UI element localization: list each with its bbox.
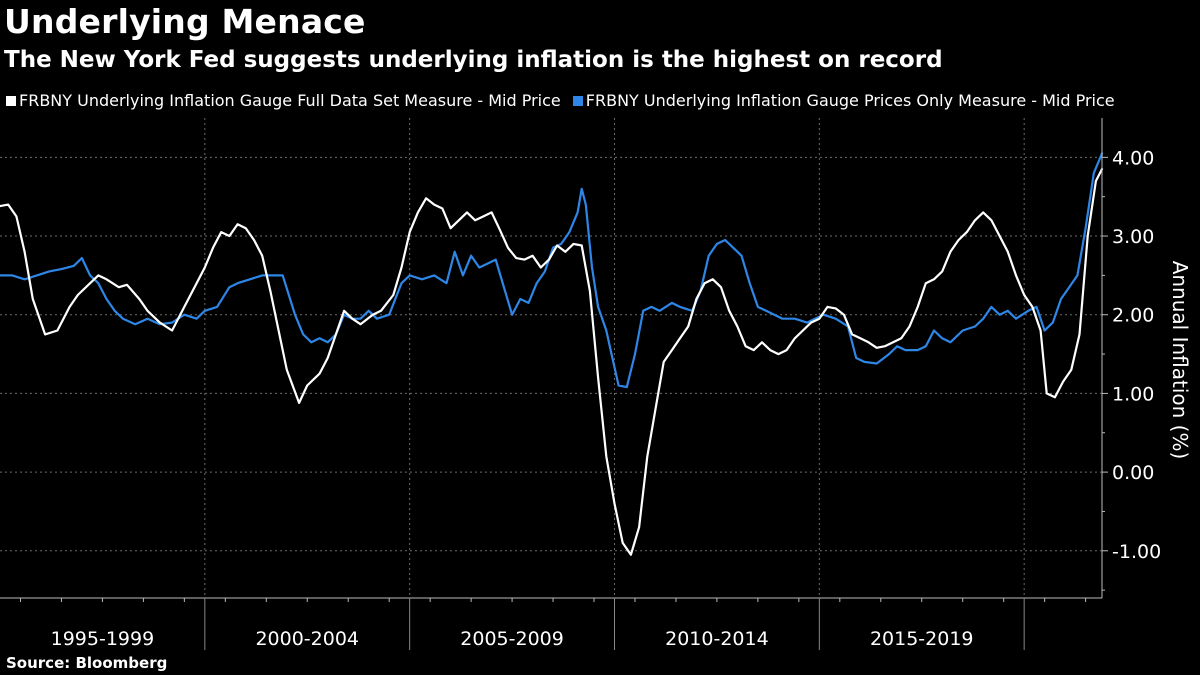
legend-label-prices-only: FRBNY Underlying Inflation Gauge Prices … — [585, 91, 1115, 110]
y-tick-label: 0.00 — [1112, 462, 1154, 484]
chart-subtitle: The New York Fed suggests underlying inf… — [4, 47, 943, 73]
legend-item-full-data-set: FRBNY Underlying Inflation Gauge Full Da… — [6, 91, 561, 111]
legend-item-prices-only: FRBNY Underlying Inflation Gauge Prices … — [572, 91, 1115, 111]
y-tick-label: 1.00 — [1112, 383, 1154, 405]
legend: FRBNY Underlying Inflation Gauge Full Da… — [6, 91, 1115, 111]
x-period-label: 2010-2014 — [665, 628, 769, 650]
series-lines — [0, 152, 1104, 556]
grid-lines — [0, 118, 1102, 598]
axes: 4.00 3.00 2.00 1.00 0.00 -1.00 1995-1999 2000-2… — [0, 118, 1161, 650]
y-axis-label: Annual Inflation (%) — [1168, 261, 1192, 460]
y-tick-label: 4.00 — [1112, 147, 1154, 169]
y-tick-label: 3.00 — [1112, 226, 1154, 248]
full-data-set-series-line — [0, 168, 1104, 556]
y-tick-label: 2.00 — [1112, 305, 1154, 327]
legend-label-full-data-set: FRBNY Underlying Inflation Gauge Full Da… — [19, 91, 561, 110]
x-period-label: 2015-2019 — [870, 628, 974, 650]
legend-swatch-blue — [572, 96, 583, 106]
x-period-label: 2000-2004 — [255, 628, 359, 650]
x-period-label: 1995-1999 — [51, 628, 155, 650]
prices-only-series-line — [0, 152, 1104, 389]
y-tick-label: -1.00 — [1112, 541, 1161, 563]
chart-title: Underlying Menace — [4, 2, 366, 41]
legend-swatch-white — [6, 96, 16, 106]
source-note: Source: Bloomberg — [6, 654, 168, 672]
x-period-label: 2005-2009 — [460, 628, 564, 650]
